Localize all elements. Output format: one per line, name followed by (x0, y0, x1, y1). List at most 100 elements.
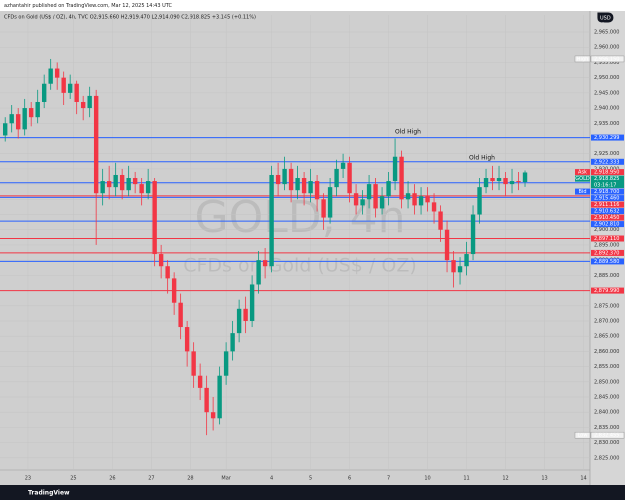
candle-body (321, 199, 326, 218)
price-tag-label: 2,910.632 (594, 209, 619, 215)
candle-body (405, 193, 411, 200)
candle-body (165, 266, 170, 279)
y-tick-label: 2,830.000 (594, 440, 619, 446)
header-bar (0, 0, 625, 11)
footer-bar (0, 485, 625, 500)
candle-body (340, 162, 346, 169)
candle-body (210, 412, 216, 419)
candle-body (425, 196, 430, 203)
publisher: azhantahir published on TradingView.com,… (4, 3, 173, 9)
x-tick-label: 11 (463, 476, 469, 482)
y-tick-label: 2,935.000 (594, 121, 619, 127)
candle-body (334, 168, 339, 188)
y-tick-label: 2,875.000 (594, 303, 619, 309)
candle-body (444, 229, 450, 261)
y-tick-label: 2,870.000 (594, 318, 619, 324)
candle-body (171, 278, 177, 303)
price-tag (591, 134, 624, 141)
y-tick-label: 2,835.000 (594, 425, 619, 431)
y-tick-label: 2,840.000 (594, 410, 619, 416)
candle-body (373, 184, 378, 209)
x-tick-label: 12 (502, 476, 508, 482)
candle-body (470, 214, 476, 255)
y-tick-label: 2,960.000 (594, 45, 619, 51)
candle-body (516, 181, 521, 183)
candle-body (61, 77, 66, 93)
candle-body (360, 199, 365, 206)
watermark: GOLD, 4h (195, 192, 406, 243)
candle-body (2, 123, 8, 136)
candle-body (113, 174, 118, 188)
price-tag (591, 175, 624, 189)
price-tag-label: 2,918.700 (594, 189, 619, 195)
candle-body (314, 181, 320, 200)
price-tag-prefix (574, 55, 591, 63)
candle-body (301, 178, 307, 194)
candle-body (119, 174, 125, 191)
price-tag-label: 2,897.110 (594, 236, 619, 242)
price-tag-label: 2,956.150 (594, 56, 619, 62)
currency: USD (600, 16, 611, 22)
candle-body (217, 375, 222, 419)
price-tag (591, 201, 624, 208)
price-tag-prefix (574, 431, 591, 439)
candle-body (392, 156, 398, 182)
candle-body (269, 174, 274, 267)
candle-body (132, 178, 138, 185)
candle-body (28, 108, 34, 118)
axis-labels: 2,825.000 2,830.000 2,835.000 2,840.000 2,84… (25, 30, 625, 482)
price-tag (591, 188, 624, 195)
annotation: Old High (469, 155, 495, 162)
candle-body (399, 156, 404, 200)
candle-body (87, 95, 92, 109)
y-tick-label: 2,855.000 (594, 364, 619, 370)
candle-body (327, 187, 333, 218)
candle-body (74, 83, 79, 102)
candle-body (15, 114, 21, 130)
candle-body (80, 101, 86, 109)
y-tick-label: 2,845.000 (594, 395, 619, 401)
x-tick-label: 10 (424, 476, 430, 482)
y-tick-label: 2,955.000 (594, 60, 619, 66)
candle-body (48, 68, 53, 84)
candle-body (295, 178, 300, 191)
price-tag-label: 2,902.810 (594, 222, 619, 228)
countdown: 03:16:17 (594, 183, 616, 189)
y-tick-label: 2,860.000 (594, 349, 619, 355)
candle-body (418, 196, 424, 206)
x-tick-label: 23 (25, 476, 31, 482)
candle-body (41, 83, 47, 102)
candle-body (412, 193, 417, 206)
candle-body (204, 387, 209, 413)
candle-body (191, 351, 196, 376)
candle-body (509, 181, 515, 185)
price-tag-prefix-label: Bid (579, 189, 587, 195)
candle-body (288, 168, 294, 191)
candle-body (35, 101, 40, 118)
x-tick-label: 26 (109, 476, 115, 482)
price-tag-prefix (575, 175, 590, 182)
candle-body (275, 174, 281, 185)
price-tag (591, 249, 624, 256)
y-tick-label: 2,925.000 (594, 151, 619, 157)
candle-body (490, 178, 495, 182)
candle-body (223, 351, 229, 376)
price-tag (591, 221, 624, 228)
brand: TradingView (28, 490, 70, 497)
price-tag-label: 2,918.950 (594, 170, 619, 176)
candle-body (158, 254, 164, 267)
price-tag (590, 431, 625, 439)
y-tick-label: 2,965.000 (594, 30, 619, 36)
candle-body (308, 181, 313, 194)
price-tag (591, 258, 624, 265)
candle-body (9, 114, 14, 124)
candle-body (178, 302, 183, 328)
candle-body (249, 284, 255, 321)
price-tag-label: 2,832.455 (594, 433, 619, 439)
x-tick-label: 6 (348, 476, 351, 482)
price-tag (591, 158, 624, 165)
price-tag-prefix-label: High (577, 56, 589, 62)
candle-body (139, 184, 144, 194)
price-tag-prefix (575, 188, 590, 195)
candle-body (366, 184, 372, 200)
